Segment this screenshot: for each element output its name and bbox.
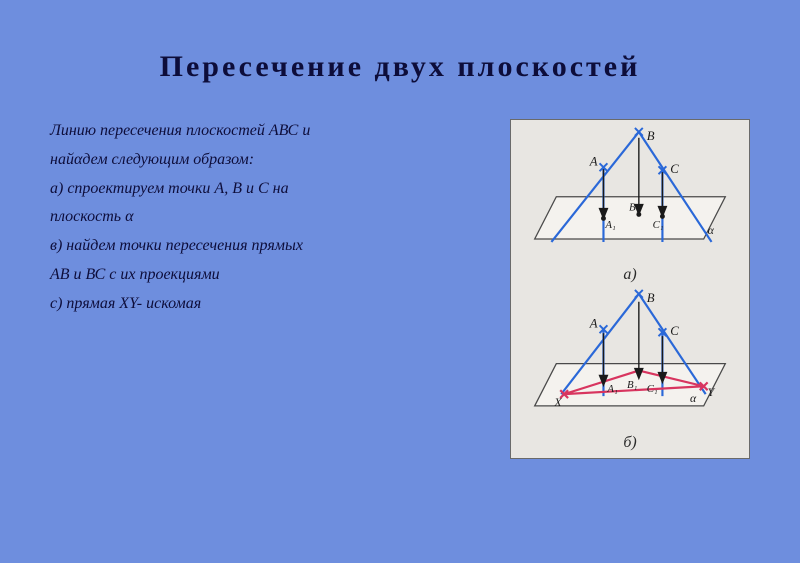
svg-text:A: A (589, 317, 598, 331)
svg-text:C₁: C₁ (653, 219, 664, 231)
svg-text:C: C (670, 162, 679, 176)
diagram-b: A B C A₁ B₁ C₁ X Y α (517, 288, 743, 435)
svg-text:B₁: B₁ (627, 380, 638, 392)
svg-text:C₁: C₁ (647, 384, 658, 396)
svg-text:B₁: B₁ (629, 201, 640, 213)
slide: Пересечение двух плоскостей Линию пересе… (0, 0, 800, 563)
svg-text:α: α (690, 391, 697, 405)
intro-line-1: Линию пересечения плоскостей АВС и (50, 119, 490, 144)
svg-text:A: A (589, 154, 598, 168)
text-column: Линию пересечения плоскостей АВС и найαд… (50, 119, 490, 321)
item-c: с) прямая XY- искомая (50, 292, 490, 317)
svg-text:α: α (708, 223, 715, 237)
svg-text:X: X (553, 395, 562, 409)
diagram-a: A B C A₁ B₁ C₁ α (517, 126, 743, 268)
svg-text:A₁: A₁ (606, 384, 618, 396)
svg-text:C: C (670, 325, 679, 339)
item-b-line-1: в) найдем точки пересечения прямых (50, 234, 490, 259)
diagram-a-caption: а) (517, 266, 743, 284)
slide-title: Пересечение двух плоскостей (50, 50, 750, 84)
svg-text:Y: Y (708, 386, 716, 400)
diagram-box: A B C A₁ B₁ C₁ α а) (510, 119, 750, 459)
intro-line-2: найαдем следующим образом: (50, 148, 490, 173)
item-a-line-2: плоскость α (50, 205, 490, 230)
item-a-line-1: а) спроектируем точки А, В и С на (50, 177, 490, 202)
content-row: Линию пересечения плоскостей АВС и найαд… (50, 119, 750, 459)
svg-text:B: B (647, 291, 655, 305)
svg-text:A₁: A₁ (604, 219, 616, 231)
diagram-column: A B C A₁ B₁ C₁ α а) (510, 119, 750, 459)
svg-text:B: B (647, 129, 655, 143)
item-b-line-2: АВ и ВС с их проекциями (50, 263, 490, 288)
diagram-b-caption: б) (517, 434, 743, 452)
